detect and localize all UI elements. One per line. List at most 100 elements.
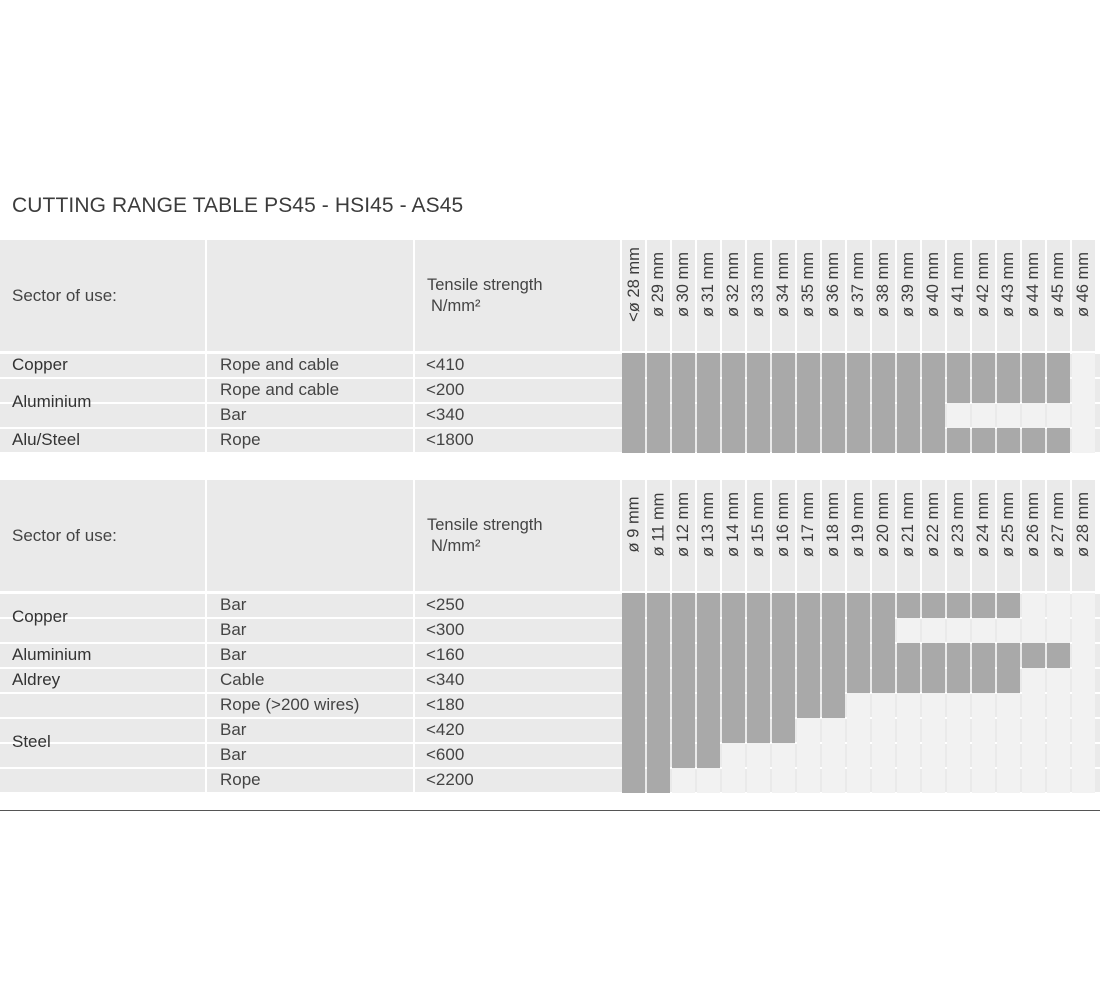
range-cell-empty — [1072, 643, 1095, 668]
range-cell-empty — [1047, 718, 1070, 743]
header-cell-bg — [922, 480, 945, 591]
range-cell-filled — [797, 353, 820, 378]
range-cell-filled — [897, 378, 920, 403]
diameter-column-header: ø 22 mm — [922, 484, 946, 564]
diameter-column-header: ø 38 mm — [872, 244, 896, 324]
header-cell-bg — [0, 240, 205, 351]
range-cell-filled — [672, 353, 695, 378]
range-cell-filled — [897, 643, 920, 668]
header-cell-bg — [847, 240, 870, 351]
header-cell-bg — [207, 240, 413, 351]
diameter-label: ø 12 mm — [674, 491, 693, 557]
range-cell-filled — [697, 718, 720, 743]
diameter-label: ø 28 mm — [1074, 491, 1093, 557]
range-cell-filled — [622, 768, 645, 793]
diameter-label: ø 27 mm — [1049, 491, 1068, 557]
range-cell-empty — [947, 403, 970, 428]
diameter-column-header: ø 20 mm — [872, 484, 896, 564]
sector-label: Aluminium — [12, 392, 92, 411]
diameter-column-header: ø 41 mm — [947, 244, 971, 324]
range-cell-filled — [722, 718, 745, 743]
range-cell-filled — [847, 643, 870, 668]
range-cell-filled — [672, 718, 695, 743]
range-cell-filled — [672, 668, 695, 693]
range-cell-empty — [797, 768, 820, 793]
range-cell-empty — [972, 718, 995, 743]
sector-label: Aldrey — [12, 669, 61, 689]
sector-label: Copper — [12, 607, 68, 626]
range-cell-filled — [622, 668, 645, 693]
range-cell-filled — [822, 693, 845, 718]
range-cell-filled — [697, 743, 720, 768]
range-cell-filled — [997, 378, 1020, 403]
range-cell-filled — [922, 428, 945, 453]
header-cell-bg — [415, 480, 620, 591]
header-cell-bg — [647, 480, 670, 591]
range-cell-empty — [1022, 718, 1045, 743]
range-cell-filled — [897, 353, 920, 378]
tensile-cell: <2200 — [426, 770, 474, 789]
range-cell-filled — [747, 593, 770, 618]
range-cell-filled — [772, 668, 795, 693]
range-cell-filled — [822, 403, 845, 428]
range-cell-empty — [872, 743, 895, 768]
range-cell-filled — [647, 768, 670, 793]
range-cell-filled — [622, 618, 645, 643]
range-cell-empty — [797, 743, 820, 768]
range-cell-empty — [722, 743, 745, 768]
table-header: Sector of use: Tensile strength N/mm² <ø 28… — [0, 240, 1100, 351]
range-cell-empty — [1072, 768, 1095, 793]
range-cell-filled — [772, 643, 795, 668]
diameter-label: ø 37 mm — [849, 251, 868, 317]
range-cell-filled — [722, 618, 745, 643]
diameter-column-header: <ø 28 mm — [622, 244, 646, 324]
range-cell-filled — [947, 643, 970, 668]
range-cell-filled — [997, 353, 1020, 378]
tensile-cell: <300 — [426, 620, 465, 639]
header-cell-bg — [415, 240, 620, 351]
range-cell-empty — [972, 618, 995, 643]
diameter-label: ø 26 mm — [1024, 491, 1043, 557]
range-cell-empty — [1072, 403, 1095, 428]
range-cell-filled — [822, 378, 845, 403]
range-cell-filled — [897, 428, 920, 453]
range-cell-empty — [1022, 768, 1045, 793]
range-cell-filled — [972, 668, 995, 693]
range-cell-filled — [622, 403, 645, 428]
diameter-label: ø 35 mm — [799, 251, 818, 317]
diameter-column-header: ø 12 mm — [672, 484, 696, 564]
range-cell-filled — [647, 643, 670, 668]
range-cell-filled — [622, 353, 645, 378]
diameter-label: ø 11 mm — [649, 492, 668, 556]
header-cell-bg — [897, 240, 920, 351]
range-cell-filled — [622, 718, 645, 743]
range-cell-empty — [847, 743, 870, 768]
range-cell-filled — [672, 643, 695, 668]
range-cell-filled — [722, 693, 745, 718]
diameter-label: ø 20 mm — [874, 491, 893, 557]
range-cell-empty — [722, 768, 745, 793]
range-cell-filled — [872, 403, 895, 428]
range-cell-filled — [622, 593, 645, 618]
range-cell-empty — [822, 743, 845, 768]
sector-label: Steel — [12, 732, 51, 751]
diameter-column-header: ø 28 mm — [1072, 484, 1096, 564]
diameter-column-header: ø 15 mm — [747, 484, 771, 564]
range-cell-filled — [697, 428, 720, 453]
range-cell-empty — [1022, 693, 1045, 718]
range-cell-filled — [747, 403, 770, 428]
header-cell-bg — [797, 480, 820, 591]
range-cell-filled — [997, 428, 1020, 453]
material-cell: Bar — [220, 595, 247, 614]
diameter-column-header: ø 26 mm — [1022, 484, 1046, 564]
range-cell-filled — [697, 693, 720, 718]
range-cell-empty — [847, 768, 870, 793]
range-cell-empty — [897, 618, 920, 643]
diameter-label: ø 17 mm — [799, 491, 818, 557]
header-cell-bg — [872, 240, 895, 351]
sector-of-use-header: Sector of use: — [12, 526, 117, 545]
diameter-label: ø 39 mm — [899, 251, 918, 317]
diameter-label: ø 31 mm — [699, 251, 718, 317]
range-cell-filled — [872, 353, 895, 378]
range-cell-filled — [747, 693, 770, 718]
